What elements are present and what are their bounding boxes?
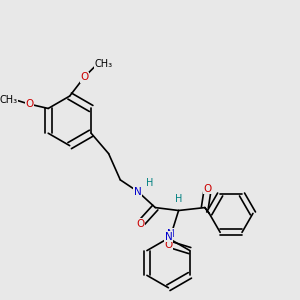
Text: CH₃: CH₃ bbox=[0, 95, 17, 105]
Text: O: O bbox=[164, 240, 173, 250]
Text: N: N bbox=[167, 229, 175, 239]
Text: N: N bbox=[164, 232, 172, 242]
Text: O: O bbox=[25, 99, 33, 109]
Text: H: H bbox=[146, 178, 153, 188]
Text: O: O bbox=[204, 184, 212, 194]
Text: O: O bbox=[80, 72, 88, 82]
Text: N: N bbox=[134, 187, 142, 196]
Text: CH₃: CH₃ bbox=[94, 59, 112, 69]
Text: O: O bbox=[136, 219, 145, 229]
Text: H: H bbox=[175, 194, 182, 204]
